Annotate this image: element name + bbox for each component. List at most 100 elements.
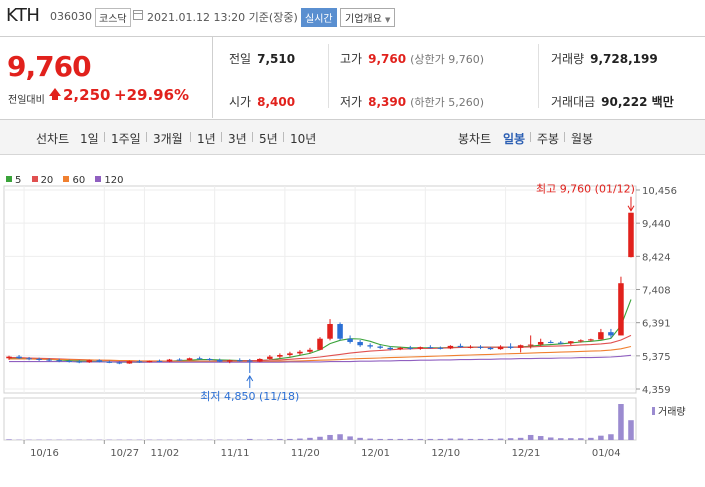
- tab-period-10y[interactable]: 10년: [290, 132, 317, 146]
- candle-body: [327, 324, 333, 339]
- candle-body: [598, 332, 604, 340]
- up-arrow-icon: [49, 88, 61, 100]
- tab-period-1d[interactable]: 1일: [80, 132, 99, 146]
- stat-trade-value: 거래대금 90,222 백만: [551, 95, 674, 109]
- legend-ma5: 5: [6, 175, 21, 186]
- tab-period-3y[interactable]: 3년: [228, 132, 247, 146]
- volume-bar: [477, 438, 484, 440]
- volume-bar: [417, 438, 424, 440]
- volume-bar: [267, 439, 273, 440]
- volume-bar: [457, 438, 464, 440]
- volume-bar: [588, 437, 594, 440]
- quote-datetime: 2021.01.12 13:20 기준(장중): [147, 11, 298, 24]
- candle-body: [337, 324, 343, 339]
- volume-bar: [287, 438, 293, 440]
- tab-candle-monthly[interactable]: 월봉: [571, 132, 594, 146]
- candle-body: [547, 341, 554, 343]
- x-tick-label: 11/11: [221, 448, 250, 459]
- volume-bar: [507, 438, 514, 440]
- volume-bar: [487, 438, 494, 440]
- tab-period-5y[interactable]: 5년: [259, 132, 278, 146]
- volume-bar: [347, 436, 353, 440]
- volume-bar: [547, 437, 554, 440]
- volume-bar: [327, 434, 333, 440]
- candle-body: [196, 358, 203, 360]
- candle-body: [578, 340, 584, 342]
- candle-body: [297, 351, 303, 354]
- tab-candle-weekly[interactable]: 주봉: [537, 132, 560, 146]
- candle-body: [76, 361, 82, 363]
- volume-bar: [527, 434, 534, 440]
- company-info-dropdown[interactable]: 기업개요 ▼: [340, 8, 396, 27]
- volume-pane-frame: [3, 397, 637, 441]
- price-summary: [0, 36, 705, 120]
- volume-bar: [337, 434, 343, 440]
- candle-body: [417, 347, 424, 349]
- candle-body: [507, 346, 514, 348]
- volume-bar: [247, 438, 253, 440]
- tab-period-1y[interactable]: 1년: [197, 132, 216, 146]
- volume-bar: [297, 438, 303, 440]
- volume-bar: [628, 420, 634, 440]
- high-annotation: 최고 9,760 (01/12): [536, 183, 635, 196]
- candle-body: [537, 341, 544, 345]
- volume-legend-swatch: [652, 407, 655, 415]
- candle-body: [86, 360, 93, 363]
- y-tick-label: 9,440: [642, 219, 671, 230]
- stat-low: 저가 8,390 (하한가 5,260): [340, 95, 484, 109]
- candle-body: [558, 342, 564, 344]
- volume-bar: [407, 438, 414, 440]
- market-badge: 코스닥: [95, 8, 131, 27]
- legend-ma120: 120: [95, 175, 124, 186]
- chevron-down-icon: ▼: [385, 16, 391, 24]
- low-arrow-head: [246, 375, 254, 382]
- stat-high: 고가 9,760 (상한가 9,760): [340, 52, 484, 66]
- candle-body: [527, 344, 534, 346]
- candle-body: [106, 361, 113, 363]
- volume-bar: [357, 437, 363, 440]
- candle-body: [377, 346, 383, 348]
- candle-body: [407, 347, 414, 349]
- y-tick-label: 6,391: [642, 319, 671, 330]
- candle-body: [116, 362, 123, 364]
- legend-ma60: 60: [63, 175, 85, 186]
- volume-bar: [608, 434, 614, 440]
- calendar-icon: [133, 10, 143, 20]
- x-tick-label: 11/20: [291, 448, 320, 459]
- candle-body: [357, 341, 363, 346]
- prev-compare-label: 전일대비: [8, 95, 45, 106]
- tab-period-1w[interactable]: 1주일: [111, 132, 141, 146]
- candle-body: [36, 358, 42, 360]
- ma-legend: 5 20 60 120: [6, 175, 131, 186]
- stat-prev-close: 전일 7,510: [229, 52, 296, 66]
- candle-body: [387, 347, 393, 350]
- tab-candle-daily[interactable]: 일봉: [503, 132, 526, 146]
- tab-period-3m[interactable]: 3개월: [153, 132, 183, 146]
- candle-body: [146, 360, 153, 363]
- candle-body: [397, 347, 404, 350]
- candle-body: [156, 360, 163, 362]
- candle-body: [46, 359, 52, 361]
- candle-body: [226, 360, 233, 362]
- x-tick-label: 10/16: [30, 448, 59, 459]
- candle-body: [477, 346, 484, 348]
- candle-body: [608, 332, 614, 336]
- volume-bar: [387, 438, 393, 440]
- x-tick-label: 12/10: [431, 448, 460, 459]
- candle-body: [307, 349, 313, 352]
- volume-bar: [437, 438, 444, 440]
- volume-bar: [568, 438, 574, 440]
- candle-body: [347, 338, 353, 342]
- volume-bar: [618, 404, 624, 440]
- volume-bar: [558, 438, 564, 440]
- candle-body: [457, 345, 464, 348]
- realtime-button[interactable]: 실시간: [301, 8, 337, 27]
- ma-line-120: [9, 354, 632, 363]
- y-tick-label: 4,359: [642, 385, 671, 396]
- candle-body: [467, 346, 474, 348]
- stat-open: 시가 8,400: [229, 95, 296, 109]
- legend-ma20: 20: [31, 175, 53, 186]
- x-tick-label: 11/02: [150, 448, 179, 459]
- candle-body: [588, 339, 594, 341]
